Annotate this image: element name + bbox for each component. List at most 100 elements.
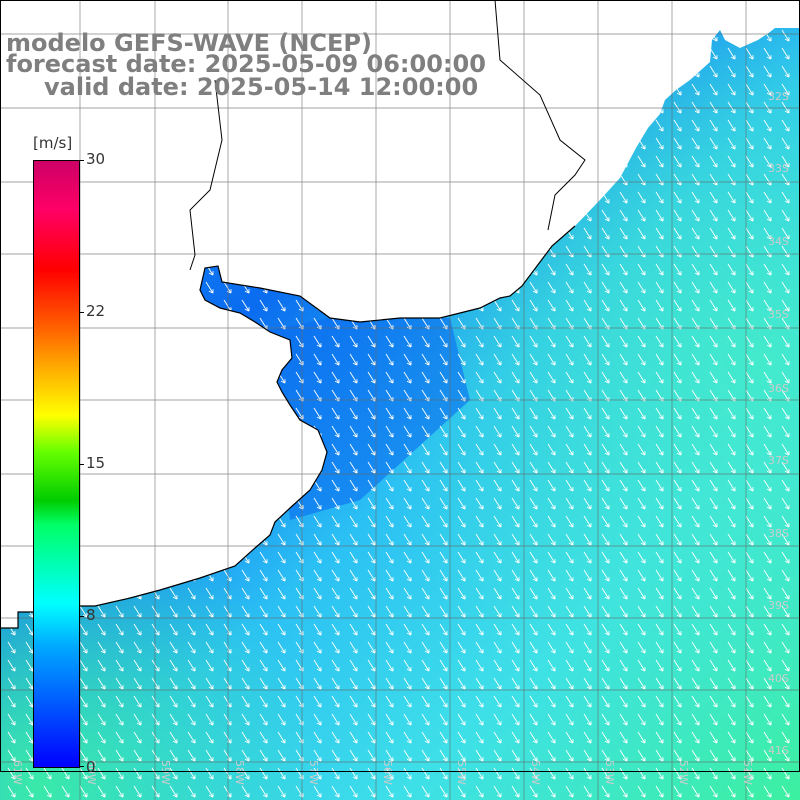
wind-arrow: [313, 677, 322, 690]
wind-arrow: [637, 191, 646, 204]
wind-arrow: [367, 155, 376, 168]
lat-label: 41S: [768, 744, 789, 757]
wind-arrow: [673, 263, 682, 276]
wind-arrow: [529, 551, 538, 564]
wind-arrow: [781, 425, 790, 438]
wind-arrow: [25, 281, 34, 294]
wind-arrow: [385, 101, 394, 114]
wind-arrow: [349, 299, 358, 312]
wind-arrow: [763, 497, 772, 510]
wind-arrow: [115, 101, 124, 114]
wind-arrow: [25, 209, 34, 222]
wind-arrow: [475, 371, 484, 384]
wind-arrow: [691, 299, 700, 312]
wind-arrow: [583, 155, 592, 168]
wind-arrow: [763, 83, 772, 96]
wind-arrow: [205, 623, 214, 636]
wind-arrow: [277, 137, 286, 150]
wind-arrow: [439, 101, 448, 114]
wind-arrow: [223, 191, 232, 204]
wind-arrow: [745, 407, 754, 420]
wind-arrow: [565, 65, 574, 78]
wind-arrow: [439, 677, 448, 690]
wind-arrow: [313, 443, 322, 456]
wind-arrow: [241, 371, 250, 384]
wind-arrow: [7, 317, 16, 330]
wind-arrow: [493, 677, 502, 690]
wind-arrow: [781, 641, 790, 654]
wind-arrow: [655, 119, 664, 132]
wind-arrow: [259, 137, 268, 150]
wind-arrow: [475, 29, 484, 42]
wind-arrow: [691, 425, 700, 438]
wind-arrow: [223, 497, 232, 510]
wind-arrow: [205, 353, 214, 366]
wind-arrow: [313, 191, 322, 204]
wind-arrow: [619, 551, 628, 564]
wind-arrow: [511, 677, 520, 690]
wind-arrow: [529, 137, 538, 150]
wind-arrow: [673, 713, 682, 726]
wind-arrow: [475, 263, 484, 276]
wind-arrow: [763, 749, 772, 762]
wind-arrow: [421, 551, 430, 564]
wind-arrow: [511, 371, 520, 384]
wind-arrow: [403, 209, 412, 222]
wind-arrow: [565, 479, 574, 492]
wind-arrow: [7, 83, 16, 96]
wind-arrow: [457, 371, 466, 384]
wind-arrow: [457, 479, 466, 492]
wind-arrow: [601, 227, 610, 240]
wind-arrow: [421, 263, 430, 276]
wind-arrow: [133, 425, 142, 438]
wind-arrow: [187, 623, 196, 636]
wind-arrow: [457, 731, 466, 744]
wind-arrow: [655, 641, 664, 654]
wind-arrow: [691, 137, 700, 150]
wind-arrow: [727, 83, 736, 96]
wind-arrow: [349, 533, 358, 546]
wind-arrow: [547, 443, 556, 456]
wind-arrow: [439, 137, 448, 150]
wind-arrow: [205, 731, 214, 744]
wind-arrow: [259, 119, 268, 132]
wind-arrow: [241, 173, 250, 186]
wind-arrow: [439, 353, 448, 366]
wind-arrow: [601, 443, 610, 456]
wind-arrow: [169, 101, 178, 114]
wind-arrow: [691, 713, 700, 726]
wind-arrow: [655, 479, 664, 492]
wind-arrow: [439, 659, 448, 672]
wind-arrow: [655, 209, 664, 222]
wind-arrow: [169, 551, 178, 564]
wind-arrow: [115, 155, 124, 168]
wind-arrow: [259, 713, 268, 726]
wind-arrow: [475, 407, 484, 420]
colorbar-tick-22: 22: [86, 302, 106, 320]
wind-arrow: [655, 299, 664, 312]
wind-arrow: [655, 587, 664, 600]
colorbar-tick-8: 8: [86, 606, 96, 624]
wind-arrow: [529, 731, 538, 744]
wind-arrow: [349, 785, 358, 798]
wind-arrow: [511, 731, 520, 744]
wind-arrow: [223, 371, 232, 384]
wind-arrow: [349, 407, 358, 420]
wind-arrow: [691, 659, 700, 672]
wind-arrow: [259, 227, 268, 240]
wind-arrow: [331, 641, 340, 654]
wind-arrow: [565, 731, 574, 744]
wind-arrow: [727, 515, 736, 528]
wind-arrow: [547, 227, 556, 240]
wind-arrow: [547, 641, 556, 654]
wind-arrow: [601, 677, 610, 690]
wind-arrow: [259, 209, 268, 222]
wind-arrow: [493, 641, 502, 654]
wind-arrow: [25, 245, 34, 258]
wind-arrow: [385, 479, 394, 492]
wind-arrow: [151, 749, 160, 762]
wind-arrow: [7, 515, 16, 528]
wind-arrow: [187, 605, 196, 618]
wind-arrow: [331, 479, 340, 492]
wind-arrow: [313, 461, 322, 474]
